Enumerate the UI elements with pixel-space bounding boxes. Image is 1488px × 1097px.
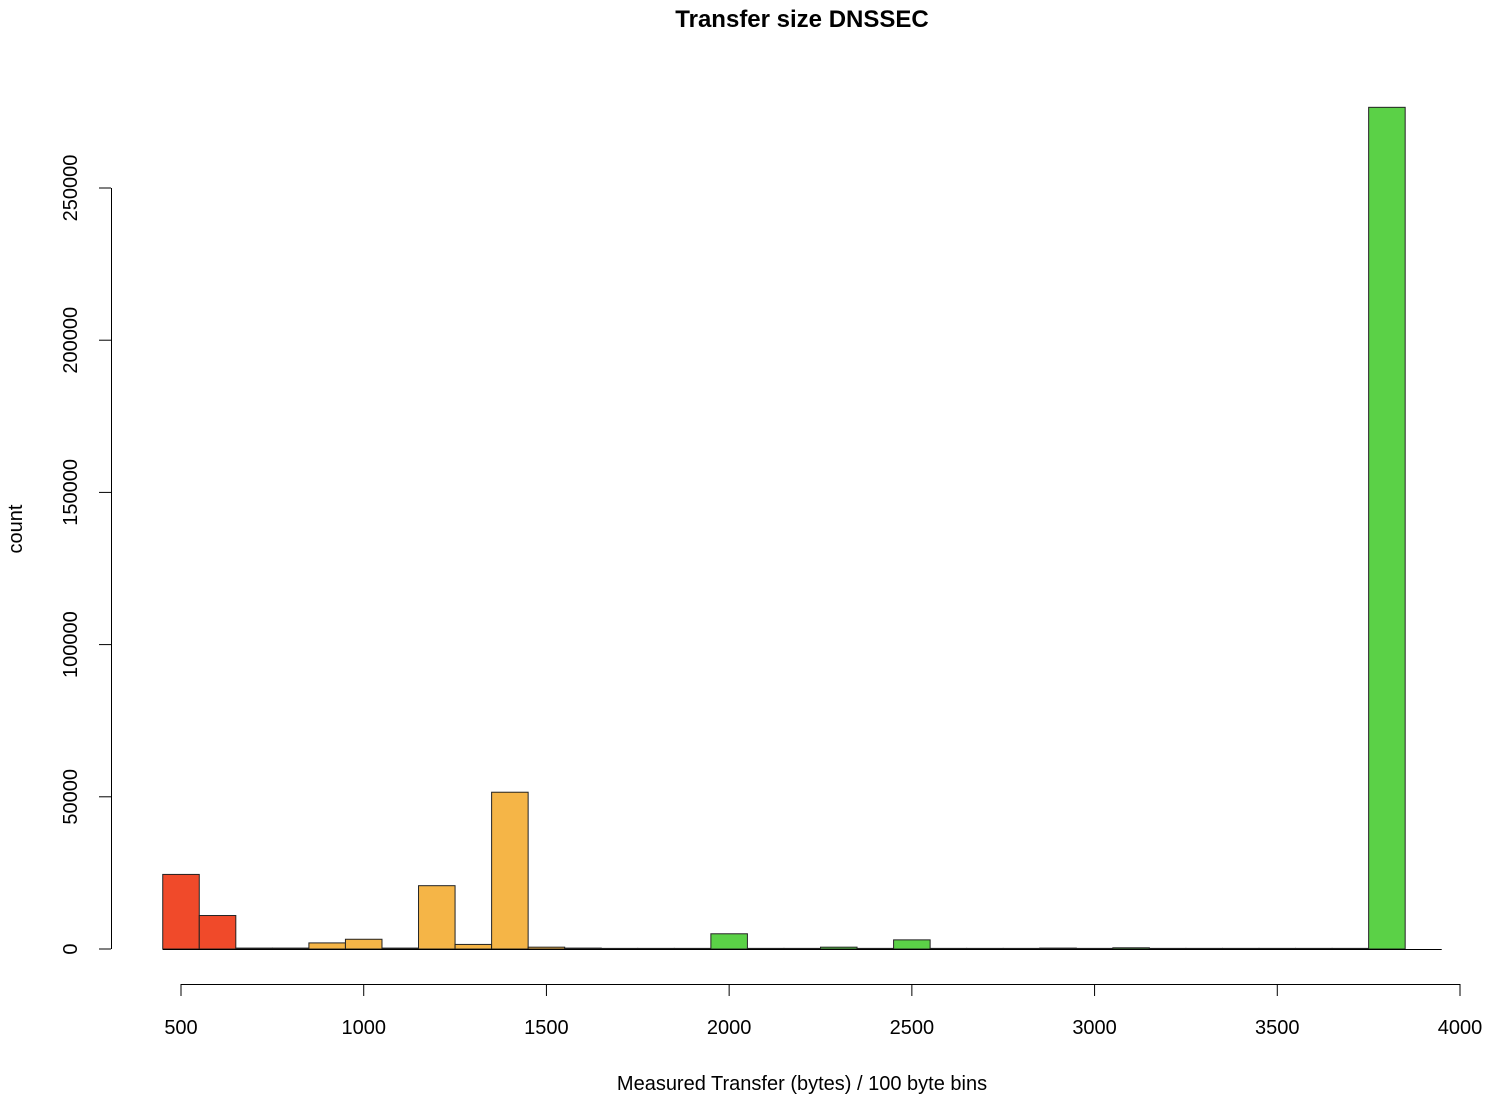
histogram-bar-2650 <box>966 947 1004 950</box>
y-tick-label: 0 <box>60 943 82 954</box>
histogram-bar-1650 <box>600 947 639 950</box>
histogram-bar-1250 <box>454 943 493 950</box>
y-tick-label: 200000 <box>60 307 82 374</box>
histogram-bar-550 <box>198 915 237 950</box>
histogram-bar-2950 <box>1075 947 1114 950</box>
histogram-bar-450 <box>162 873 200 950</box>
y-tick-label: 150000 <box>60 459 82 526</box>
x-tick-label: 2500 <box>890 1017 935 1039</box>
y-axis-label: count <box>5 504 27 553</box>
histogram-bar-650 <box>235 947 273 950</box>
chart-title: Transfer size DNSSEC <box>675 6 928 33</box>
histogram-bar-2750 <box>1002 947 1041 950</box>
histogram-bar-3750 <box>1368 106 1406 950</box>
x-tick-label: 2000 <box>707 1017 752 1039</box>
histogram-bar-3350 <box>1221 947 1260 950</box>
histogram-bar-1950 <box>710 933 748 950</box>
histogram-bar-850 <box>308 942 346 950</box>
histogram-bar-750 <box>271 947 310 950</box>
bars-group <box>162 106 1406 950</box>
histogram-bar-1150 <box>418 885 456 950</box>
histogram-bar-3150 <box>1148 947 1187 950</box>
histogram-bar-2450 <box>893 939 931 950</box>
histogram-bar-3450 <box>1258 947 1297 950</box>
histogram-bar-1550 <box>564 947 602 950</box>
histogram-bar-3250 <box>1185 947 1223 950</box>
x-tick-label: 1500 <box>524 1017 569 1039</box>
histogram-bar-2850 <box>1039 947 1077 950</box>
histogram-bar-3650 <box>1331 947 1370 950</box>
x-axis: 500 1000 1500 2000 2500 3000 3500 4000 <box>164 984 1482 1039</box>
x-tick-label: 4000 <box>1438 1017 1483 1039</box>
histogram-bar-2550 <box>929 947 968 950</box>
y-tick-label: 250000 <box>60 155 82 222</box>
histogram-bar-1050 <box>381 947 420 950</box>
x-tick-label: 3000 <box>1072 1017 1117 1039</box>
y-tick-label: 50000 <box>60 769 82 825</box>
histogram-bar-1450 <box>527 946 566 950</box>
x-axis-label: Measured Transfer (bytes) / 100 byte bin… <box>617 1073 987 1095</box>
histogram-bar-2250 <box>820 946 858 950</box>
histogram-bar-2150 <box>783 947 822 950</box>
y-axis: 0 50000 100000 150000 200000 250000 <box>60 155 112 955</box>
histogram-bar-2050 <box>746 947 785 950</box>
histogram-bar-3050 <box>1112 947 1150 950</box>
y-tick-label: 100000 <box>60 611 82 678</box>
histogram-bar-1750 <box>637 947 675 950</box>
x-tick-label: 500 <box>164 1017 197 1039</box>
x-tick-label: 1000 <box>341 1017 386 1039</box>
histogram-bar-1850 <box>673 947 712 950</box>
histogram-bar-1350 <box>491 791 529 950</box>
x-tick-label: 3500 <box>1255 1017 1300 1039</box>
histogram-bar-3550 <box>1295 947 1333 950</box>
histogram-bar-2350 <box>856 947 895 950</box>
histogram-bar-950 <box>344 938 383 950</box>
